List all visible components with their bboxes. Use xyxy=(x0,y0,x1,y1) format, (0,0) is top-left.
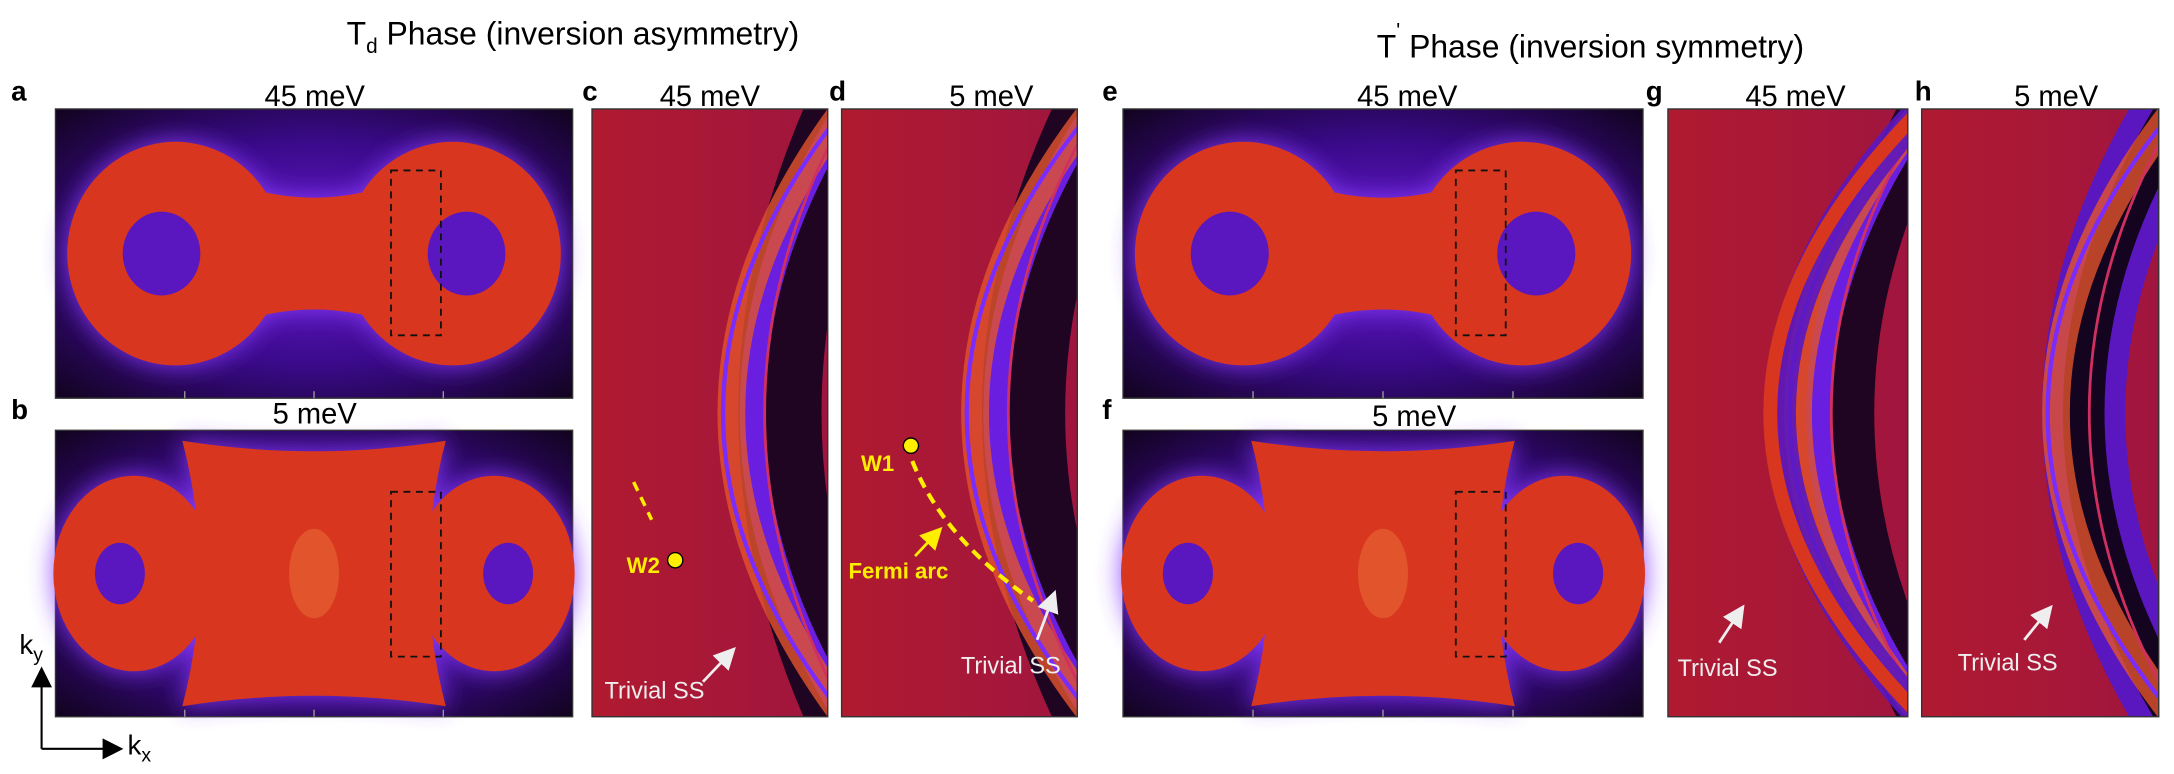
zoom-box xyxy=(1454,169,1507,337)
trivial-ss-label: Trivial SS xyxy=(1678,656,1778,682)
panel-e: e 45 meV xyxy=(1102,75,1644,399)
lobe-hole xyxy=(1497,211,1576,296)
panel-f: f 5 meV xyxy=(1102,394,1646,718)
lobe-hole xyxy=(1190,211,1269,296)
panel-label: g xyxy=(1646,75,1663,106)
arrow xyxy=(2023,604,2053,641)
lobe-hole xyxy=(94,542,145,605)
panels: a 45 meV b 5 meV c 45 meV d 5 meV e 45 meV f 5 meV g… xyxy=(11,75,2160,718)
fermi-surface xyxy=(1120,440,1646,707)
w1-label: W1 xyxy=(861,451,894,476)
panel-title: 45 meV xyxy=(1357,81,1458,113)
center-spot xyxy=(289,528,339,619)
panel-title: 45 meV xyxy=(660,81,761,113)
panel-label: a xyxy=(11,75,27,106)
panel-label: e xyxy=(1102,75,1117,106)
panel-label: d xyxy=(829,75,846,106)
zoom-content xyxy=(592,108,828,717)
panel-g: g 45 meV xyxy=(1646,75,1909,718)
lobe-hole xyxy=(122,211,201,296)
arc xyxy=(717,108,828,717)
zoom-content xyxy=(1921,108,2159,717)
trivial-ss-label: Trivial SS xyxy=(1958,651,2058,677)
fermi-arc-label: Fermi arc xyxy=(849,558,949,583)
panel-frame xyxy=(840,108,1078,718)
fermi-surface xyxy=(67,141,561,366)
trivial-ss-label: Trivial SS xyxy=(961,653,1061,679)
header: T' Phase (inversion symmetry) xyxy=(1377,20,1804,65)
annotations: W2 W1 Fermi arc Trivial SS Trivial SS Trivial… xyxy=(605,437,2058,705)
panel-title: 5 meV xyxy=(1372,401,1457,433)
panel-a: a 45 meV xyxy=(11,75,574,399)
header: Td Phase (inversion asymmetry) xyxy=(347,16,800,59)
arc xyxy=(1830,137,1908,688)
lobe-hole xyxy=(483,542,534,605)
zoom-box xyxy=(1454,490,1507,658)
lobe-hole xyxy=(427,211,506,296)
panel-title: 5 meV xyxy=(949,81,1034,113)
lobe-hole xyxy=(1162,542,1214,605)
arc xyxy=(720,126,828,699)
panel-h: h 5 meV xyxy=(1915,75,2160,718)
panel-c: c 45 meV xyxy=(582,75,829,718)
fermi-surface xyxy=(53,440,575,707)
arc xyxy=(1007,141,1078,685)
arc xyxy=(2045,125,2159,701)
panel-title: 45 meV xyxy=(1745,81,1846,113)
panel-frame xyxy=(1920,108,2160,718)
panel-frame xyxy=(1667,108,1909,718)
panel-label: b xyxy=(11,394,28,425)
arrow xyxy=(701,647,736,683)
arrow xyxy=(1718,604,1745,644)
panel-b: b 5 meV xyxy=(11,394,575,718)
weyl-point xyxy=(902,437,920,455)
axes-indicator: ky kx xyxy=(19,629,151,767)
panel-title: 5 meV xyxy=(273,398,358,430)
center-spot xyxy=(1358,528,1408,619)
arc xyxy=(1763,112,1908,713)
panel-label: h xyxy=(1915,75,1932,106)
zoom-content xyxy=(1667,108,1908,717)
ky-label: ky xyxy=(19,629,43,666)
zoom-content xyxy=(841,108,1078,717)
arrow xyxy=(1035,589,1059,641)
kx-label: kx xyxy=(128,729,152,766)
arc xyxy=(2042,108,2159,717)
panel-title: 5 meV xyxy=(2014,81,2099,113)
fermi-arc-dashed xyxy=(632,481,654,521)
lobe-hole xyxy=(1552,542,1604,605)
arrow xyxy=(914,526,943,558)
fermi-arc-dashed xyxy=(910,460,1035,603)
zoom-box xyxy=(390,169,442,337)
panel-label: f xyxy=(1102,394,1112,425)
arc xyxy=(961,108,1078,717)
panel-d: d 5 meV xyxy=(829,75,1078,718)
arc xyxy=(2087,141,2159,685)
zoom-box xyxy=(390,490,442,658)
fermi-surface xyxy=(1134,141,1632,366)
panel-frame xyxy=(591,108,829,718)
weyl-point xyxy=(666,551,684,569)
w2-label: W2 xyxy=(627,553,660,578)
arc xyxy=(763,144,828,681)
panel-title: 45 meV xyxy=(265,81,366,113)
panel-label: c xyxy=(582,75,597,106)
trivial-ss-label: Trivial SS xyxy=(605,678,705,704)
